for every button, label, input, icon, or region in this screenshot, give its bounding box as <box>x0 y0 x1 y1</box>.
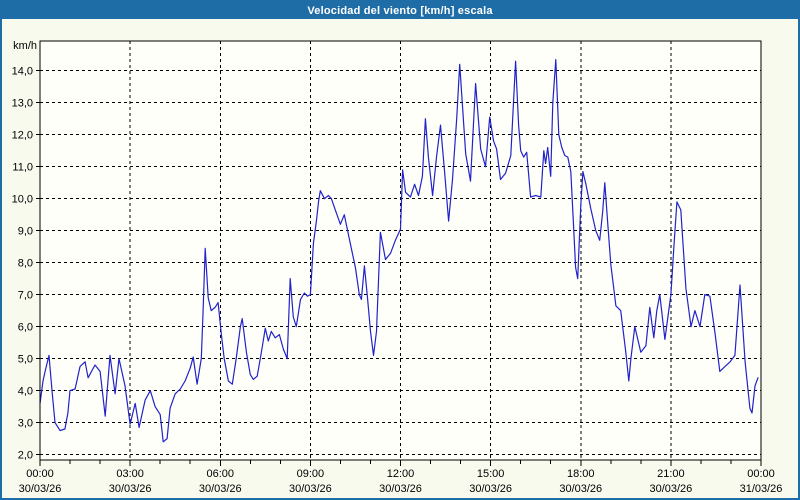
x-tick-time-label: 18:00 <box>567 468 595 480</box>
chart-title: Velocidad del viento [km/h] escala <box>307 4 493 17</box>
y-tick-label: 13,0 <box>12 98 33 110</box>
x-tick-date-label: 31/03/26 <box>740 483 783 495</box>
y-tick-label: 10,0 <box>12 194 33 206</box>
y-tick-label: 2,0 <box>18 450 33 462</box>
x-tick-time-label: 12:00 <box>387 468 415 480</box>
y-tick-label: 6,0 <box>18 322 33 334</box>
x-tick-date-label: 30/03/26 <box>649 483 692 495</box>
x-tick-time-label: 15:00 <box>477 468 505 480</box>
x-tick-date-label: 30/03/26 <box>109 483 152 495</box>
x-tick-time-label: 00:00 <box>747 468 775 480</box>
x-tick-date-label: 30/03/26 <box>199 483 242 495</box>
y-tick-label: 3,0 <box>18 418 33 430</box>
y-tick-label: 8,0 <box>18 258 33 270</box>
plot-border <box>39 40 762 461</box>
x-tick-time-label: 00:00 <box>26 468 54 480</box>
x-tick-time-label: 09:00 <box>297 468 325 480</box>
x-tick-date-label: 30/03/26 <box>379 483 422 495</box>
y-tick-label: 11,0 <box>12 162 33 174</box>
wind-speed-line <box>39 58 759 443</box>
y-tick-label: 5,0 <box>18 354 33 366</box>
wind-speed-chart: 2,0 3,0 4,0 5,0 6,0 7,0 8,0 9,0 10,0 11,0 12,0 13,0… <box>2 19 798 498</box>
x-tick-time-label: 03:00 <box>116 468 144 480</box>
chart-title-bar: Velocidad del viento [km/h] escala <box>2 2 798 19</box>
wind-speed-chart-canvas: 2,0 3,0 4,0 5,0 6,0 7,0 8,0 9,0 10,0 11,0 12,0 13,0… <box>12 40 783 495</box>
x-tick-date-label: 30/03/26 <box>19 483 62 495</box>
x-tick-date-label: 30/03/26 <box>289 483 332 495</box>
y-tick-label: 12,0 <box>12 130 33 142</box>
y-tick-label: 14,0 <box>12 66 33 78</box>
y-tick-label: 4,0 <box>18 386 33 398</box>
x-tick-date-label: 30/03/26 <box>469 483 512 495</box>
y-unit-label: km/h <box>13 40 37 52</box>
x-tick-time-label: 06:00 <box>206 468 234 480</box>
y-tick-label: 9,0 <box>18 226 33 238</box>
x-tick-time-label: 21:00 <box>657 468 685 480</box>
y-tick-label: 7,0 <box>18 290 33 302</box>
x-tick-date-label: 30/03/26 <box>559 483 602 495</box>
